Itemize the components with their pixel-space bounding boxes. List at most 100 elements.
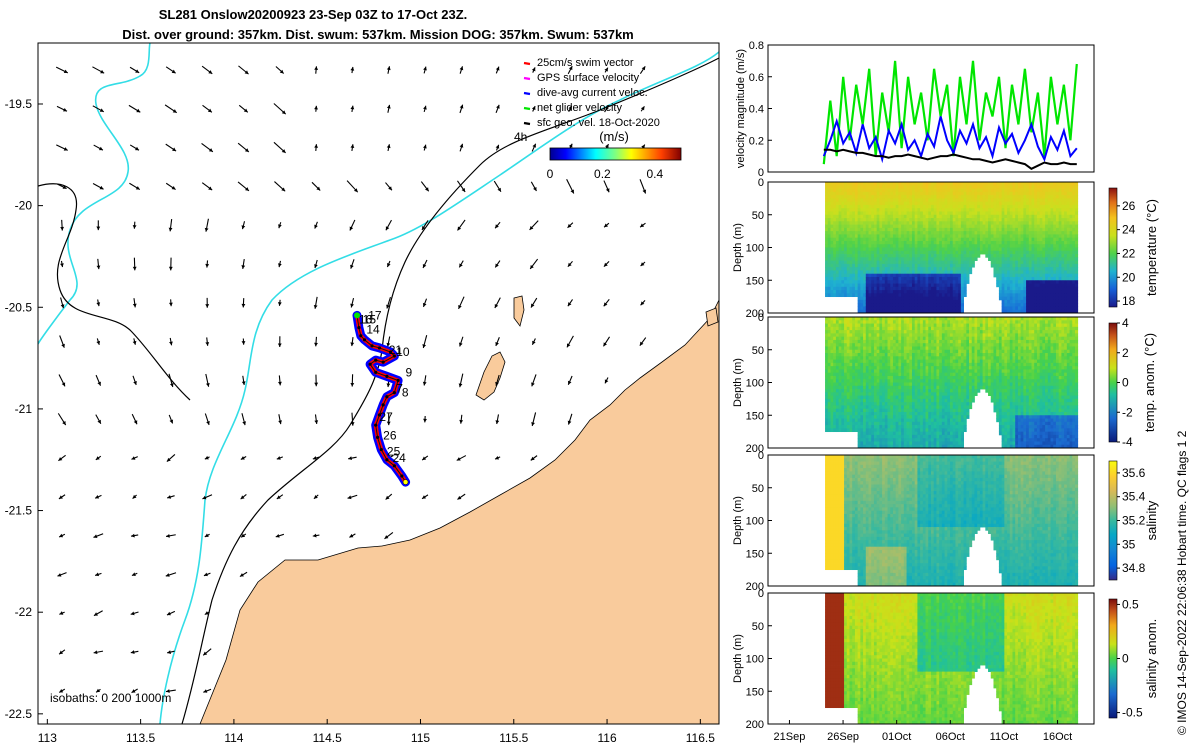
heatmap-cell <box>1009 224 1013 229</box>
heatmap-cell <box>906 299 910 304</box>
heatmap-cell <box>933 283 937 288</box>
heatmap-cell <box>998 273 1003 278</box>
heatmap-cell <box>1072 296 1076 301</box>
heatmap-cell <box>990 224 994 229</box>
heatmap-cell <box>944 276 948 281</box>
heatmap-cell <box>873 208 878 212</box>
heatmap-cell <box>931 188 935 193</box>
geo-velocity-arrow <box>93 533 104 538</box>
geo-velocity-arrow <box>167 495 175 499</box>
heatmap-cell <box>996 214 1000 219</box>
heatmap-cell <box>1009 306 1013 311</box>
heatmap-cell <box>863 254 867 258</box>
heatmap-cell <box>971 208 975 212</box>
heatmap-cell <box>868 247 872 252</box>
heatmap-cell <box>827 185 831 189</box>
geo-velocity-arrow <box>567 65 573 75</box>
heatmap-cell <box>890 283 894 288</box>
heatmap-cell <box>849 263 853 268</box>
heatmap-cell <box>1069 182 1073 186</box>
geo-velocity-arrow <box>165 182 176 191</box>
heatmap-cell <box>914 191 918 196</box>
heatmap-cell <box>898 293 902 298</box>
heatmap-cell <box>879 286 883 291</box>
heatmap-cell <box>1036 276 1041 281</box>
heatmap-cell <box>920 260 924 265</box>
map-x-tick-label: 114 <box>224 731 243 745</box>
heatmap-cell <box>838 208 842 212</box>
heatmap-cell <box>1001 221 1005 225</box>
heatmap-cell <box>871 359 875 364</box>
geo-velocity-arrow-head <box>604 223 609 228</box>
heatmap-cell <box>827 208 831 212</box>
heatmap-cell <box>892 185 897 189</box>
heatmap-cell <box>846 408 850 413</box>
heatmap-cell <box>852 267 856 271</box>
heatmap-cell <box>833 405 837 410</box>
heatmap-cell <box>1053 296 1057 301</box>
heatmap-cell <box>1042 296 1046 301</box>
heatmap-cell <box>879 299 883 304</box>
heatmap-cell <box>1061 267 1065 271</box>
heatmap-cell <box>838 346 842 351</box>
heatmap-cell <box>1055 208 1060 212</box>
heatmap-cell <box>849 214 853 219</box>
heatmap-cell <box>1034 276 1038 281</box>
heatmap-cell <box>830 330 834 334</box>
heatmap-cell <box>941 273 945 278</box>
geo-velocity-arrow <box>457 493 466 500</box>
heatmap-cell <box>849 204 853 209</box>
heatmap-cell <box>909 293 913 298</box>
geo-velocity-arrow-head <box>276 456 281 460</box>
heatmap-cell <box>1017 204 1022 209</box>
heatmap-cell <box>903 204 907 209</box>
heatmap-cell <box>873 286 878 291</box>
heatmap-cell <box>944 234 948 239</box>
heatmap-cell <box>1066 240 1070 245</box>
heatmap-cell <box>909 270 913 275</box>
heatmap-cell <box>906 244 910 248</box>
heatmap-cell <box>914 247 918 252</box>
geo-velocity-arrow <box>423 66 427 74</box>
heatmap-cell <box>846 356 850 360</box>
heatmap-cell <box>917 227 921 232</box>
heatmap-cell <box>958 204 962 209</box>
heatmap-cell <box>841 185 845 189</box>
heatmap-cell <box>827 356 831 360</box>
heatmap-cell <box>852 405 856 410</box>
heatmap-cell <box>868 270 872 275</box>
heatmap-cell <box>873 188 878 193</box>
heatmap-cell <box>865 231 869 235</box>
heatmap-cell <box>1074 276 1079 281</box>
heatmap-cell <box>1061 276 1065 281</box>
heatmap-cell <box>947 211 951 216</box>
heatmap-cell <box>860 296 864 301</box>
heatmap-cell <box>865 438 869 442</box>
heatmap-cell <box>1028 244 1032 248</box>
heatmap-cell <box>871 267 875 271</box>
heatmap-cell <box>1020 260 1024 265</box>
legend-label: sfc geo. vel. 18-Oct-2020 <box>537 117 660 129</box>
geo-velocity-arrow-head <box>386 383 391 388</box>
heatmap-cell <box>1050 296 1054 301</box>
heatmap-cell <box>969 191 973 196</box>
heatmap-cell <box>911 185 916 189</box>
geo-velocity-arrow-head <box>353 188 358 193</box>
heatmap-cell <box>838 250 842 255</box>
heatmap-cell <box>950 231 954 235</box>
heatmap-cell <box>857 204 861 209</box>
heatmap-cell <box>898 211 902 216</box>
heatmap-cell <box>849 280 853 284</box>
geo-velocity-arrow-head <box>131 572 136 576</box>
heatmap-cell <box>841 244 845 248</box>
heatmap-cell <box>1015 204 1019 209</box>
heatmap-cell <box>860 336 864 341</box>
heatmap-cell <box>849 260 853 265</box>
land-barrow-island <box>475 351 506 401</box>
heatmap-cell <box>917 237 921 242</box>
geo-velocity-arrow <box>422 259 428 269</box>
geo-velocity-arrow-head <box>642 189 647 194</box>
heatmap-cell <box>882 214 886 219</box>
heatmap-cell <box>1039 296 1043 301</box>
heatmap-cell <box>1017 267 1022 271</box>
